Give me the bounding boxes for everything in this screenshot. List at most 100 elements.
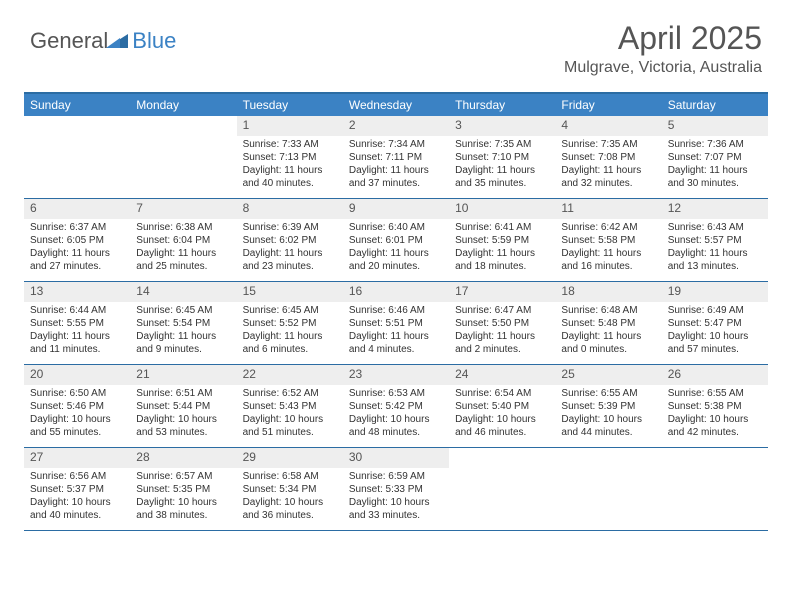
day-number: 29 — [237, 448, 343, 468]
day-cell — [662, 448, 768, 530]
day-number: 3 — [449, 116, 555, 136]
daylight-text: Daylight: 11 hours and 37 minutes. — [349, 164, 443, 190]
day-body: Sunrise: 6:43 AMSunset: 5:57 PMDaylight:… — [662, 219, 768, 277]
sunset-text: Sunset: 5:37 PM — [30, 483, 124, 496]
day-cell: 16Sunrise: 6:46 AMSunset: 5:51 PMDayligh… — [343, 282, 449, 364]
sunrise-text: Sunrise: 6:56 AM — [30, 470, 124, 483]
day-cell: 5Sunrise: 7:36 AMSunset: 7:07 PMDaylight… — [662, 116, 768, 198]
day-number: 8 — [237, 199, 343, 219]
daylight-text: Daylight: 10 hours and 42 minutes. — [668, 413, 762, 439]
day-cell — [449, 448, 555, 530]
sunset-text: Sunset: 5:55 PM — [30, 317, 124, 330]
title-block: April 2025 Mulgrave, Victoria, Australia — [564, 20, 762, 77]
sunrise-text: Sunrise: 7:35 AM — [561, 138, 655, 151]
daylight-text: Daylight: 11 hours and 13 minutes. — [668, 247, 762, 273]
day-number: 24 — [449, 365, 555, 385]
day-cell: 23Sunrise: 6:53 AMSunset: 5:42 PMDayligh… — [343, 365, 449, 447]
daylight-text: Daylight: 10 hours and 57 minutes. — [668, 330, 762, 356]
location: Mulgrave, Victoria, Australia — [564, 59, 762, 77]
day-number: 10 — [449, 199, 555, 219]
daylight-text: Daylight: 11 hours and 35 minutes. — [455, 164, 549, 190]
sunrise-text: Sunrise: 6:49 AM — [668, 304, 762, 317]
sunset-text: Sunset: 5:33 PM — [349, 483, 443, 496]
day-body: Sunrise: 6:59 AMSunset: 5:33 PMDaylight:… — [343, 468, 449, 526]
daylight-text: Daylight: 10 hours and 48 minutes. — [349, 413, 443, 439]
sunset-text: Sunset: 5:51 PM — [349, 317, 443, 330]
sunrise-text: Sunrise: 6:39 AM — [243, 221, 337, 234]
day-number: 22 — [237, 365, 343, 385]
daylight-text: Daylight: 10 hours and 38 minutes. — [136, 496, 230, 522]
sunset-text: Sunset: 7:07 PM — [668, 151, 762, 164]
week-row: 6Sunrise: 6:37 AMSunset: 6:05 PMDaylight… — [24, 199, 768, 282]
weekday-header: Tuesday — [237, 94, 343, 116]
week-row: 13Sunrise: 6:44 AMSunset: 5:55 PMDayligh… — [24, 282, 768, 365]
day-cell: 30Sunrise: 6:59 AMSunset: 5:33 PMDayligh… — [343, 448, 449, 530]
header: General Blue April 2025 Mulgrave, Victor… — [0, 0, 792, 82]
day-number: 4 — [555, 116, 661, 136]
day-body: Sunrise: 6:46 AMSunset: 5:51 PMDaylight:… — [343, 302, 449, 360]
daylight-text: Daylight: 11 hours and 25 minutes. — [136, 247, 230, 273]
day-body: Sunrise: 7:35 AMSunset: 7:10 PMDaylight:… — [449, 136, 555, 194]
daylight-text: Daylight: 11 hours and 27 minutes. — [30, 247, 124, 273]
sunrise-text: Sunrise: 6:47 AM — [455, 304, 549, 317]
logo-text-general: General — [30, 28, 108, 54]
day-body: Sunrise: 6:50 AMSunset: 5:46 PMDaylight:… — [24, 385, 130, 443]
day-body: Sunrise: 6:53 AMSunset: 5:42 PMDaylight:… — [343, 385, 449, 443]
daylight-text: Daylight: 11 hours and 4 minutes. — [349, 330, 443, 356]
logo-triangle-icon — [106, 30, 128, 53]
sunset-text: Sunset: 5:35 PM — [136, 483, 230, 496]
day-number: 17 — [449, 282, 555, 302]
daylight-text: Daylight: 11 hours and 30 minutes. — [668, 164, 762, 190]
sunset-text: Sunset: 6:04 PM — [136, 234, 230, 247]
sunrise-text: Sunrise: 7:33 AM — [243, 138, 337, 151]
daylight-text: Daylight: 11 hours and 2 minutes. — [455, 330, 549, 356]
week-row: 1Sunrise: 7:33 AMSunset: 7:13 PMDaylight… — [24, 116, 768, 199]
day-cell: 15Sunrise: 6:45 AMSunset: 5:52 PMDayligh… — [237, 282, 343, 364]
sunset-text: Sunset: 5:50 PM — [455, 317, 549, 330]
sunset-text: Sunset: 6:02 PM — [243, 234, 337, 247]
day-body: Sunrise: 6:45 AMSunset: 5:54 PMDaylight:… — [130, 302, 236, 360]
daylight-text: Daylight: 11 hours and 6 minutes. — [243, 330, 337, 356]
daylight-text: Daylight: 11 hours and 20 minutes. — [349, 247, 443, 273]
daylight-text: Daylight: 10 hours and 40 minutes. — [30, 496, 124, 522]
day-cell: 1Sunrise: 7:33 AMSunset: 7:13 PMDaylight… — [237, 116, 343, 198]
day-cell: 2Sunrise: 7:34 AMSunset: 7:11 PMDaylight… — [343, 116, 449, 198]
day-body: Sunrise: 6:48 AMSunset: 5:48 PMDaylight:… — [555, 302, 661, 360]
daylight-text: Daylight: 11 hours and 16 minutes. — [561, 247, 655, 273]
weekday-header: Wednesday — [343, 94, 449, 116]
sunrise-text: Sunrise: 6:45 AM — [136, 304, 230, 317]
logo: General Blue — [30, 20, 176, 54]
sunset-text: Sunset: 5:44 PM — [136, 400, 230, 413]
day-cell: 26Sunrise: 6:55 AMSunset: 5:38 PMDayligh… — [662, 365, 768, 447]
day-number: 20 — [24, 365, 130, 385]
sunrise-text: Sunrise: 6:53 AM — [349, 387, 443, 400]
day-body: Sunrise: 6:51 AMSunset: 5:44 PMDaylight:… — [130, 385, 236, 443]
day-number: 9 — [343, 199, 449, 219]
weekday-header-row: SundayMondayTuesdayWednesdayThursdayFrid… — [24, 94, 768, 116]
sunrise-text: Sunrise: 6:52 AM — [243, 387, 337, 400]
sunset-text: Sunset: 5:58 PM — [561, 234, 655, 247]
day-number: 25 — [555, 365, 661, 385]
day-number: 15 — [237, 282, 343, 302]
sunrise-text: Sunrise: 6:40 AM — [349, 221, 443, 234]
sunset-text: Sunset: 5:40 PM — [455, 400, 549, 413]
weekday-header: Sunday — [24, 94, 130, 116]
day-number: 2 — [343, 116, 449, 136]
day-cell: 21Sunrise: 6:51 AMSunset: 5:44 PMDayligh… — [130, 365, 236, 447]
day-cell: 20Sunrise: 6:50 AMSunset: 5:46 PMDayligh… — [24, 365, 130, 447]
sunset-text: Sunset: 5:47 PM — [668, 317, 762, 330]
day-cell: 6Sunrise: 6:37 AMSunset: 6:05 PMDaylight… — [24, 199, 130, 281]
weekday-header: Friday — [555, 94, 661, 116]
day-cell: 28Sunrise: 6:57 AMSunset: 5:35 PMDayligh… — [130, 448, 236, 530]
sunset-text: Sunset: 5:48 PM — [561, 317, 655, 330]
day-cell: 13Sunrise: 6:44 AMSunset: 5:55 PMDayligh… — [24, 282, 130, 364]
day-cell: 14Sunrise: 6:45 AMSunset: 5:54 PMDayligh… — [130, 282, 236, 364]
daylight-text: Daylight: 11 hours and 11 minutes. — [30, 330, 124, 356]
sunset-text: Sunset: 5:54 PM — [136, 317, 230, 330]
daylight-text: Daylight: 10 hours and 55 minutes. — [30, 413, 124, 439]
sunrise-text: Sunrise: 6:57 AM — [136, 470, 230, 483]
sunset-text: Sunset: 5:42 PM — [349, 400, 443, 413]
day-cell: 18Sunrise: 6:48 AMSunset: 5:48 PMDayligh… — [555, 282, 661, 364]
sunrise-text: Sunrise: 7:34 AM — [349, 138, 443, 151]
sunset-text: Sunset: 5:57 PM — [668, 234, 762, 247]
